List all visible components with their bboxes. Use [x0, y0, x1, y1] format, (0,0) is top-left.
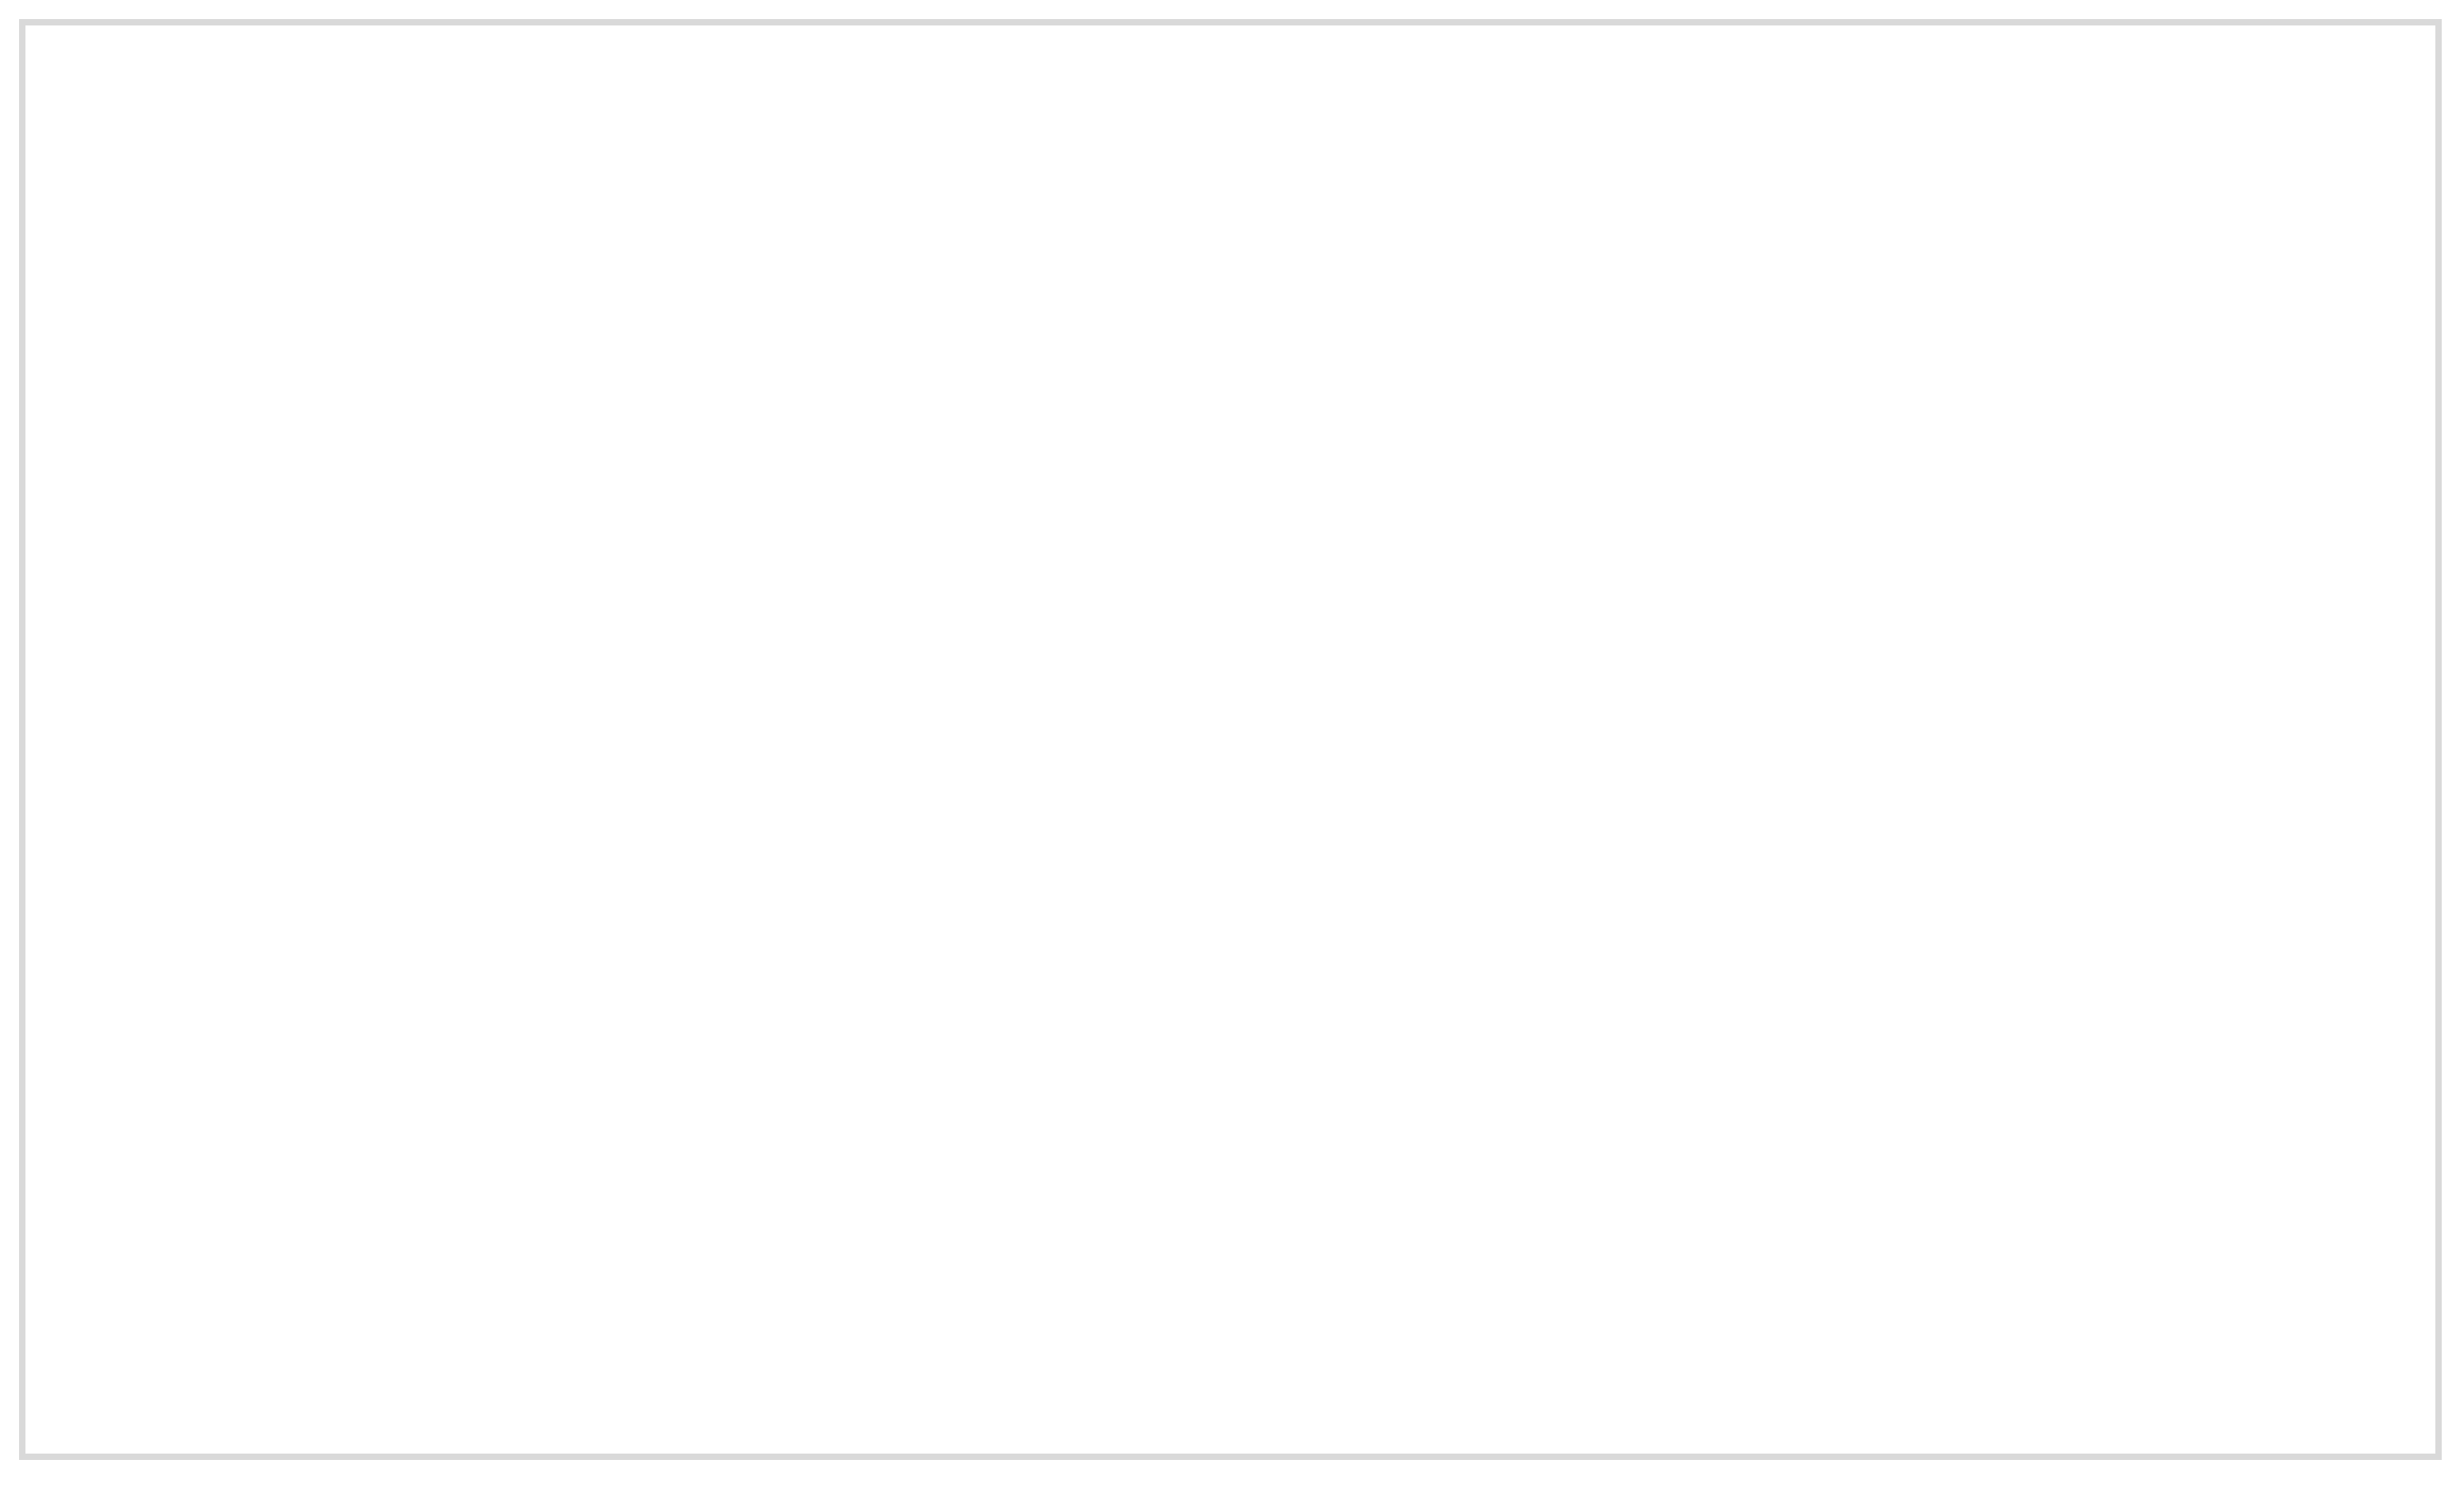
- chart-frame: [19, 19, 2442, 1460]
